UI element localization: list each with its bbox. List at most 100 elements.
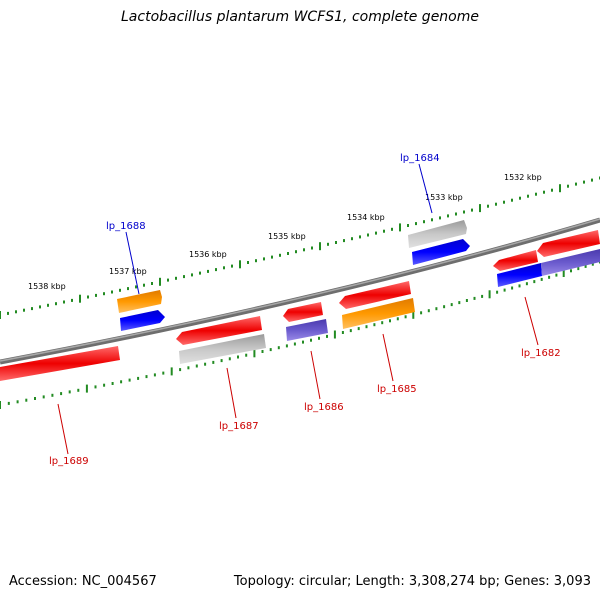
gene-lp_1688[interactable] [120,310,165,331]
minor-tick [431,218,433,222]
gene-forward-orange-1688-region[interactable] [117,290,162,313]
minor-tick [7,401,10,405]
gene-forward-blue-1682-region[interactable] [497,263,542,287]
minor-tick [71,298,73,302]
gene-label-lp_1689[interactable]: lp_1689 [49,456,89,467]
gene-label-lp_1682[interactable]: lp_1682 [521,348,561,359]
minor-tick [389,319,391,323]
minor-tick [39,305,41,309]
minor-tick [375,231,377,235]
minor-tick [439,216,441,220]
minor-tick [543,190,545,194]
minor-tick [187,366,190,370]
gene-reverse-purple-1686-region[interactable] [286,319,328,341]
major-tick [0,311,1,319]
minor-tick [245,353,248,357]
minor-tick [111,290,113,294]
gene-label-lp_1685[interactable]: lp_1685 [377,384,417,395]
gene-label-lp_1686[interactable]: lp_1686 [304,402,344,413]
minor-tick [212,360,215,364]
gene-lp_1684[interactable] [412,239,470,265]
minor-tick [261,350,264,353]
lower-tick-track [0,260,600,409]
minor-tick [311,246,313,250]
minor-tick [450,303,453,307]
scale-label-1536: 1536 kbp [189,250,227,259]
minor-tick [575,182,577,186]
minor-tick [519,196,521,200]
minor-tick [103,292,105,296]
minor-tick [183,275,185,279]
minor-tick [584,264,587,268]
minor-tick [458,301,461,305]
minor-tick [287,252,289,255]
minor-tick [359,235,361,239]
gene-lp_1682[interactable] [493,250,538,271]
minor-tick [295,250,297,254]
minor-tick [120,380,123,384]
minor-tick [247,261,249,264]
minor-tick [465,299,468,302]
leader-lp_1689 [57,403,69,455]
minor-tick [381,321,384,325]
scale-label-1534: 1534 kbp [347,213,385,222]
major-tick [170,367,173,376]
gene-label-lp_1687[interactable]: lp_1687 [219,421,259,432]
minor-tick [511,286,514,290]
minor-tick [391,227,393,231]
minor-tick [231,264,233,268]
scale-label-1535: 1535 kbp [268,232,306,241]
minor-tick [167,278,169,282]
minor-tick [127,287,129,291]
major-tick [399,223,401,232]
minor-tick [162,371,165,375]
minor-tick [60,392,63,396]
gene-lp_1689[interactable] [0,346,120,381]
leader-lp_1686 [310,350,321,400]
major-tick [333,330,336,339]
minor-tick [357,327,360,331]
gene-label-lp_1688[interactable]: lp_1688 [106,221,146,232]
major-tick [488,290,491,299]
leader-lp_1684 [418,163,433,214]
major-tick [159,277,161,286]
gene-label-lp_1684[interactable]: lp_1684 [400,153,440,164]
minor-tick [326,334,328,338]
minor-tick [435,307,438,311]
minor-tick [471,208,473,212]
minor-tick [341,331,344,334]
minor-tick [103,383,106,387]
minor-tick [31,307,33,311]
gene-reverse-gray-1687-region[interactable] [179,334,266,364]
gene-forward-purple-1682-region[interactable] [541,249,600,276]
leader-lp_1682 [524,296,539,346]
minor-tick [535,192,537,196]
gene-forward-gray-1684-region[interactable] [408,220,467,248]
minor-tick [567,184,569,188]
upper-tick-track [0,176,600,319]
gene-lp_1685[interactable] [342,298,415,329]
major-tick [319,242,321,251]
gene-reverse-red-1682-adjacent[interactable] [537,230,600,257]
minor-tick [237,355,239,359]
scale-label-1538: 1538 kbp [28,282,66,291]
minor-tick [351,237,353,241]
minor-tick [55,302,57,306]
leader-lp_1685 [382,333,394,382]
minor-tick [396,317,399,321]
minor-tick [407,224,409,227]
leader-lp_1688 [125,231,140,295]
minor-tick [481,294,484,298]
minor-tick [77,388,80,392]
minor-tick [47,303,49,307]
scale-label-1537: 1537 kbp [109,267,147,276]
minor-tick [349,329,352,333]
gene-lp_1687[interactable] [176,316,262,345]
major-tick [412,310,415,319]
gene-lp_1686[interactable] [283,302,323,322]
minor-tick [223,266,225,270]
minor-tick [302,340,304,344]
gene-lp_1685-red[interactable] [339,281,411,309]
minor-tick [199,271,201,275]
